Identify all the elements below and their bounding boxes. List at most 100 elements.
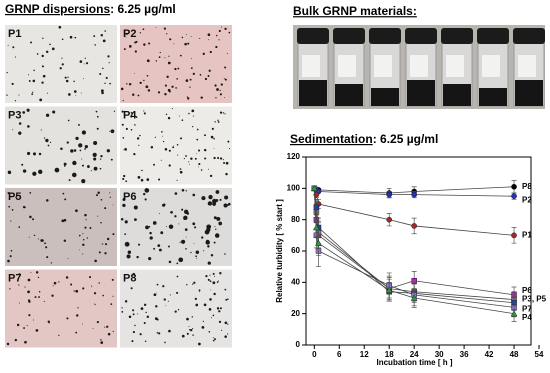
particle [203, 148, 207, 152]
particle [122, 137, 125, 139]
particle [153, 163, 155, 166]
particle [15, 196, 17, 198]
particle [224, 78, 227, 81]
particle [54, 167, 60, 173]
particle [107, 332, 111, 336]
particle [123, 48, 126, 51]
particle [134, 50, 137, 53]
particle [133, 152, 136, 156]
particle [121, 110, 124, 113]
particle [190, 328, 193, 332]
micrograph [120, 269, 232, 348]
particle [168, 224, 174, 229]
particle [186, 96, 188, 98]
particle [212, 281, 216, 285]
particle [112, 330, 114, 333]
point [511, 193, 517, 200]
particle [208, 331, 211, 333]
particle [41, 54, 44, 58]
panel-label: P1 [8, 28, 21, 40]
particle [200, 169, 203, 171]
particle [136, 137, 140, 140]
particle [176, 78, 178, 80]
particle [140, 178, 144, 182]
particle [143, 192, 146, 196]
particle [64, 198, 67, 201]
particle [93, 141, 98, 146]
particle [32, 152, 36, 156]
particle [196, 128, 199, 131]
particle [14, 338, 18, 342]
particle [79, 249, 80, 251]
particle [166, 33, 168, 35]
particle [210, 289, 211, 291]
particle [202, 320, 204, 322]
particle [207, 261, 211, 265]
particle [76, 314, 79, 317]
particle [138, 144, 140, 146]
particle [192, 115, 194, 117]
particle [148, 225, 151, 228]
particle [22, 205, 26, 209]
micrographs: P1 P2 P3 P4 P5 P6 P7 P8 [5, 25, 232, 348]
x-tick-label: 24 [410, 350, 419, 359]
particle [196, 153, 198, 155]
particle [181, 208, 184, 211]
particle [170, 210, 173, 214]
particle [195, 303, 199, 307]
particle [45, 50, 49, 54]
particle [164, 341, 166, 344]
particle [213, 137, 215, 140]
particle [162, 285, 165, 288]
particle [10, 249, 13, 252]
micrograph [5, 25, 117, 103]
particle [224, 335, 227, 338]
particle [156, 331, 159, 334]
particle [33, 69, 35, 72]
point [510, 310, 518, 317]
particle [99, 158, 102, 160]
point [511, 183, 517, 190]
particle [121, 307, 123, 309]
particle [191, 109, 195, 113]
particle [128, 45, 132, 48]
particle [141, 169, 143, 172]
particle [143, 79, 145, 82]
particle [153, 293, 157, 297]
particle [179, 241, 181, 243]
powder [479, 88, 507, 106]
particle [109, 196, 111, 198]
particle [228, 31, 231, 34]
particle [29, 192, 32, 194]
particle [83, 63, 85, 65]
particle [45, 113, 50, 117]
particle [94, 259, 97, 263]
x-tick-label: 30 [435, 350, 444, 359]
vial-cap [477, 28, 509, 44]
end-label: P4 [522, 313, 532, 322]
particle [167, 116, 171, 120]
particle [207, 245, 210, 248]
particle [148, 257, 152, 261]
particle [198, 149, 201, 152]
particle [47, 320, 50, 323]
particle [229, 148, 231, 150]
particle [32, 91, 34, 93]
particle [8, 205, 11, 208]
particle [187, 42, 190, 45]
particle [183, 209, 189, 215]
particle [190, 157, 193, 160]
particle [196, 257, 198, 259]
particle [28, 300, 31, 303]
particle [30, 41, 33, 44]
particle [65, 276, 69, 279]
particle [164, 84, 167, 87]
y-tick-label: 60 [291, 246, 300, 255]
particle [30, 272, 32, 274]
particle [38, 152, 42, 156]
particle [208, 168, 209, 170]
particle [175, 87, 177, 89]
particle [28, 314, 31, 317]
particle [173, 145, 175, 147]
particle [218, 221, 223, 226]
